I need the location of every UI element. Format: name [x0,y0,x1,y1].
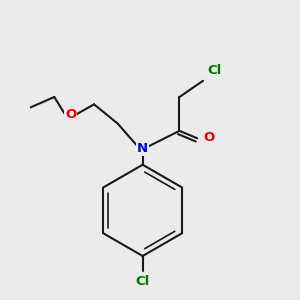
Text: O: O [65,108,76,121]
Text: Cl: Cl [207,64,222,77]
Text: Cl: Cl [136,275,150,288]
Text: O: O [204,131,215,144]
Text: N: N [137,142,148,155]
